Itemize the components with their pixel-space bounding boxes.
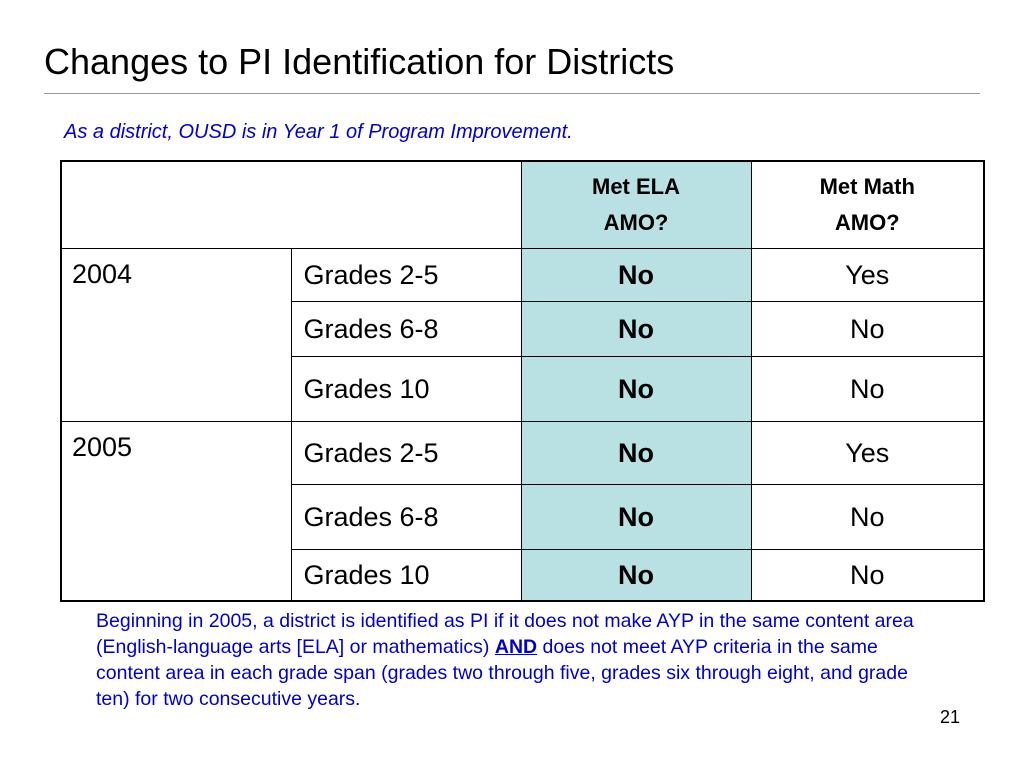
math-cell: No [750, 356, 985, 422]
grade-cell: Grades 10 [290, 549, 522, 602]
math-cell: No [750, 484, 985, 550]
header-met-ela-line2: AMO? [603, 210, 669, 235]
ela-cell: No [520, 484, 752, 550]
header-met-math-line2: AMO? [834, 210, 900, 235]
table-row: Grades 10 No No [61, 356, 985, 422]
table-row: Grades 10 No No [61, 549, 985, 602]
table-row: 2005 Grades 2-5 No Yes [60, 421, 985, 602]
slide-title: Changes to PI Identification for Distric… [44, 41, 675, 82]
table-header-row: Met ELA AMO? Met Math AMO? [60, 160, 985, 249]
grade-cell: Grades 6-8 [290, 484, 522, 550]
grade-cell: Grades 2-5 [290, 248, 522, 302]
year-cell: 2004 [60, 248, 292, 422]
slide-subtitle: As a district, OUSD is in Year 1 of Prog… [64, 121, 573, 143]
pi-identification-table: Met ELA AMO? Met Math AMO? 2004 Grades 2… [60, 160, 985, 602]
grade-cell: Grades 10 [290, 356, 522, 422]
header-met-math-line1: Met Math [819, 174, 915, 199]
math-cell: Yes [750, 421, 985, 485]
footnote-part1: Beginning in 2005, a district is identif… [96, 610, 914, 658]
header-empty-cell [60, 160, 522, 249]
page-number: 21 [940, 707, 961, 727]
header-met-ela-line1: Met ELA [592, 174, 680, 199]
header-met-ela: Met ELA AMO? [520, 160, 752, 249]
ela-cell: No [520, 549, 752, 602]
footnote-text: Beginning in 2005, a district is identif… [96, 608, 936, 712]
grade-cell: Grades 2-5 [290, 421, 522, 485]
math-cell: No [750, 301, 985, 357]
ela-cell: No [520, 301, 752, 357]
math-cell: Yes [750, 248, 985, 302]
year-cell: 2005 [60, 421, 292, 602]
ela-cell: No [520, 356, 752, 422]
math-cell: No [750, 549, 985, 602]
table-row: 2004 Grades 2-5 No Yes [60, 248, 985, 422]
table-row: Grades 6-8 No No [61, 484, 985, 550]
title-divider [44, 93, 980, 94]
footnote-emphasis-and: AND [494, 636, 538, 658]
footnote-part2: does not meet AYP criteria in the same c… [96, 636, 908, 710]
ela-cell: No [520, 421, 752, 485]
grade-cell: Grades 6-8 [290, 301, 522, 357]
header-met-math: Met Math AMO? [750, 160, 985, 249]
ela-cell: No [520, 248, 752, 302]
